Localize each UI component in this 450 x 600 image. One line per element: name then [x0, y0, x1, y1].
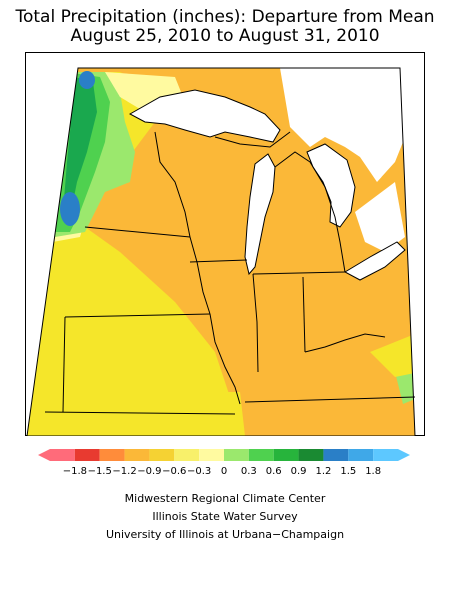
legend-swatch: [323, 449, 349, 461]
precipitation-departure-map: [25, 52, 425, 436]
credits: Midwestern Regional Climate Center Illin…: [0, 490, 450, 544]
legend-tick-label: −1.8: [63, 466, 87, 477]
michigan-lower-outline: [274, 151, 346, 273]
west-yellow-zone: [27, 227, 230, 436]
credit-uiuc: University of Illinois at Urbana−Champai…: [105, 528, 345, 541]
minnesota-wisconsin-border: [154, 131, 191, 238]
legend-swatch: [199, 449, 224, 461]
michigan-indiana-border: [252, 271, 346, 275]
legend-tick-label: −0.9: [137, 466, 161, 477]
lake-st-clair-area: [355, 182, 405, 252]
legend-swatch: [124, 449, 150, 461]
legend-tick-label: 0: [221, 466, 227, 477]
lake-superior-outline: [128, 89, 281, 143]
legend-swatch: [224, 449, 249, 461]
lake-huron-outline: [306, 143, 356, 228]
lake-huron: [307, 144, 355, 227]
credit-mrcc: Midwestern Regional Climate Center: [124, 492, 326, 505]
title-line-1: Total Precipitation (inches): Departure …: [15, 7, 435, 27]
legend-right-arrow: [398, 449, 410, 461]
illinois-indiana-border: [252, 273, 259, 373]
lake-superior: [130, 90, 280, 142]
kentucky-tennessee-border: [244, 396, 416, 403]
legend-tick-label: −1.2: [112, 466, 136, 477]
legend-tick-label: −0.6: [162, 466, 186, 477]
legend-tick-label: −0.3: [187, 466, 211, 477]
blue-pocket-south: [60, 192, 80, 226]
minnesota-iowa-border: [84, 226, 191, 238]
legend-tick-label: −1.5: [88, 466, 112, 477]
northwest-dark-green: [63, 77, 97, 217]
lake-erie-outline: [343, 241, 406, 281]
iowa-illinois-border: [189, 236, 211, 315]
legend-swatch: [273, 449, 299, 461]
legend-swatch: [174, 449, 200, 461]
iowa-missouri-border: [64, 313, 211, 318]
lake-michigan-outline: [244, 153, 276, 276]
missouri-illinois-border: [209, 313, 241, 405]
legend-tick-label: 0.6: [266, 466, 282, 477]
legend-swatch: [74, 449, 100, 461]
blue-pocket-north: [79, 71, 95, 89]
indiana-ohio-border: [302, 276, 306, 353]
ohio-kentucky-border: [304, 333, 386, 353]
legend-swatch: [50, 449, 75, 461]
lake-michigan: [245, 154, 275, 274]
region-outline: [26, 67, 416, 436]
title-line-2: August 25, 2010 to August 31, 2010: [70, 26, 380, 46]
legend-swatch: [149, 449, 175, 461]
legend-swatch: [99, 449, 125, 461]
missouri-arkansas-border: [44, 411, 236, 415]
legend-tick-label: 1.2: [315, 466, 331, 477]
legend-left-arrow: [38, 449, 50, 461]
credit-isws: Illinois State Water Survey: [152, 510, 298, 523]
lake-erie: [345, 242, 405, 280]
legend-tick-label: 1.8: [365, 466, 381, 477]
legend-swatch: [298, 449, 324, 461]
map-title: Total Precipitation (inches): Departure …: [0, 8, 450, 46]
legend-swatch: [373, 449, 398, 461]
color-legend: −1.8 −1.5 −1.2 −0.9 −0.6 −0.3 0 0.3 0.6 0.9 1.2 1.5…: [38, 449, 410, 477]
kansas-missouri-border: [62, 316, 66, 413]
legend-tick-label: 1.5: [340, 466, 356, 477]
legend-tick-label: 0.3: [241, 466, 257, 477]
legend-tick-label: 0.9: [291, 466, 307, 477]
legend-swatch: [348, 449, 374, 461]
upper-peninsula-outline: [214, 131, 291, 148]
wisconsin-illinois-border: [189, 259, 248, 263]
east-yellow-patch: [370, 332, 415, 377]
canada-area: [280, 68, 403, 182]
legend-swatch: [248, 449, 274, 461]
